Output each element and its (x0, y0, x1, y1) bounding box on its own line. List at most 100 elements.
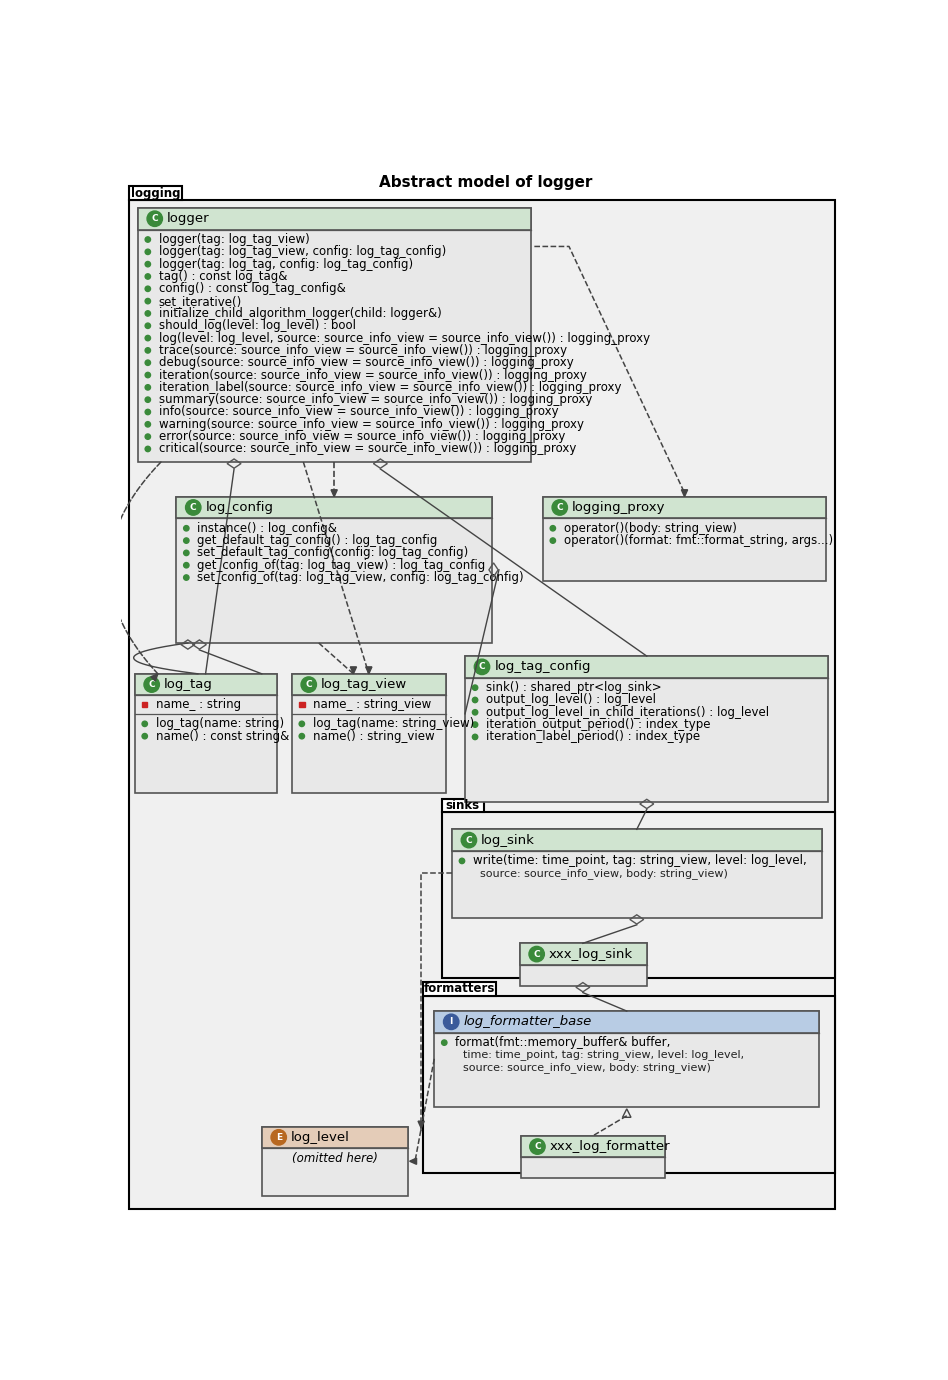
Circle shape (444, 1014, 459, 1029)
Circle shape (472, 709, 478, 715)
Circle shape (442, 1041, 447, 1045)
Circle shape (300, 734, 304, 738)
Bar (520, 944, 647, 985)
Circle shape (184, 551, 189, 556)
Text: log_tag(name: string_view): log_tag(name: string_view) (313, 718, 474, 730)
Text: logging: logging (131, 186, 180, 200)
Bar (424, 981, 496, 995)
Bar (452, 829, 822, 918)
Text: C: C (148, 680, 155, 689)
Text: C: C (479, 662, 485, 672)
Text: log_tag_view: log_tag_view (321, 678, 408, 691)
Bar (520, 1136, 665, 1158)
Polygon shape (366, 667, 372, 673)
Text: C: C (534, 1143, 540, 1151)
Bar (300, 702, 304, 708)
Bar (262, 1126, 408, 1148)
Text: xxx_log_sink: xxx_log_sink (549, 948, 633, 960)
Circle shape (145, 298, 151, 304)
Bar (442, 799, 483, 813)
Text: should_log(level: log_level) : bool: should_log(level: log_level) : bool (158, 319, 356, 333)
Bar (262, 1126, 408, 1196)
Circle shape (145, 323, 151, 328)
Text: C: C (465, 836, 472, 845)
Text: log_level: log_level (291, 1130, 350, 1144)
Text: output_log_level_in_child_iterations() : log_level: output_log_level_in_child_iterations() :… (485, 705, 769, 719)
Polygon shape (410, 1158, 416, 1165)
Circle shape (300, 722, 304, 726)
Bar (520, 944, 647, 965)
Text: sink() : shared_ptr<log_sink>: sink() : shared_ptr<log_sink> (485, 682, 662, 694)
Text: log_sink: log_sink (482, 834, 535, 846)
Bar (135, 673, 277, 696)
Text: format(fmt::memory_buffer& buffer,: format(fmt::memory_buffer& buffer, (455, 1036, 670, 1049)
Circle shape (145, 360, 151, 366)
Text: C: C (305, 680, 312, 689)
Circle shape (147, 211, 162, 226)
Polygon shape (418, 1121, 425, 1127)
Text: time: time_point, tag: string_view, level: log_level,: time: time_point, tag: string_view, leve… (463, 1050, 744, 1060)
Circle shape (186, 500, 201, 515)
Bar (442, 813, 834, 978)
Circle shape (145, 273, 151, 279)
Bar (434, 1012, 819, 1107)
Text: debug(source: source_info_view = source_info_view()) : logging_proxy: debug(source: source_info_view = source_… (158, 356, 574, 370)
Bar (424, 995, 835, 1173)
Text: get_config_of(tag: log_tag_view) : log_tag_config: get_config_of(tag: log_tag_view) : log_t… (197, 559, 485, 571)
Text: source: source_info_view, body: string_view): source: source_info_view, body: string_v… (481, 868, 728, 879)
Circle shape (184, 575, 189, 580)
Circle shape (184, 526, 189, 531)
Text: formatters: formatters (424, 983, 496, 995)
Text: C: C (556, 502, 563, 512)
Text: critical(source: source_info_view = source_info_view()) : logging_proxy: critical(source: source_info_view = sour… (158, 443, 576, 455)
Text: source: source_info_view, body: string_view): source: source_info_view, body: string_v… (463, 1061, 711, 1072)
Circle shape (145, 373, 151, 378)
Circle shape (550, 526, 556, 531)
Circle shape (145, 433, 151, 439)
Circle shape (145, 335, 151, 341)
Circle shape (184, 538, 189, 544)
Text: logger: logger (167, 213, 210, 225)
Polygon shape (682, 490, 687, 497)
Circle shape (184, 563, 189, 569)
Text: C: C (152, 214, 158, 224)
Bar (543, 497, 827, 519)
Text: iteration(source: source_info_view = source_info_view()) : logging_proxy: iteration(source: source_info_view = sou… (158, 368, 587, 381)
Text: tag() : const log_tag&: tag() : const log_tag& (158, 270, 287, 283)
Text: C: C (534, 949, 540, 959)
Text: get_default_tag_config() : log_tag_config: get_default_tag_config() : log_tag_confi… (197, 534, 437, 546)
Bar (465, 656, 829, 802)
Circle shape (459, 858, 465, 864)
Text: sinks: sinks (446, 799, 480, 811)
Text: initialize_child_algorithm_logger(child: logger&): initialize_child_algorithm_logger(child:… (158, 306, 442, 320)
Circle shape (552, 500, 568, 515)
Bar (135, 673, 277, 793)
Circle shape (472, 697, 478, 702)
Text: name() : string_view: name() : string_view (313, 730, 434, 742)
Bar (520, 1136, 665, 1179)
Text: name_ : string_view: name_ : string_view (313, 698, 430, 711)
Bar (543, 497, 827, 581)
Circle shape (144, 676, 159, 693)
Circle shape (530, 1138, 545, 1154)
Polygon shape (331, 490, 337, 497)
Circle shape (550, 538, 556, 544)
Text: name() : const string&: name() : const string& (155, 730, 289, 742)
Circle shape (145, 286, 151, 291)
Text: write(time: time_point, tag: string_view, level: log_level,: write(time: time_point, tag: string_view… (473, 854, 807, 868)
Text: set_config_of(tag: log_tag_view, config: log_tag_config): set_config_of(tag: log_tag_view, config:… (197, 571, 523, 584)
Circle shape (474, 660, 490, 675)
Text: log(level: log_level, source: source_info_view = source_info_view()) : logging_p: log(level: log_level, source: source_inf… (158, 331, 649, 345)
Circle shape (142, 734, 148, 738)
Circle shape (145, 310, 151, 316)
Circle shape (472, 684, 478, 690)
Bar (465, 656, 829, 678)
Text: trace(source: source_info_view = source_info_view()) : logging_proxy: trace(source: source_info_view = source_… (158, 344, 567, 357)
Circle shape (145, 261, 151, 266)
Text: logging_proxy: logging_proxy (572, 501, 665, 513)
Text: warning(source: source_info_view = source_info_view()) : logging_proxy: warning(source: source_info_view = sourc… (158, 418, 584, 431)
Bar (137, 208, 531, 229)
Text: iteration_label_period() : index_type: iteration_label_period() : index_type (485, 730, 700, 744)
Circle shape (145, 446, 151, 451)
Circle shape (271, 1130, 286, 1145)
